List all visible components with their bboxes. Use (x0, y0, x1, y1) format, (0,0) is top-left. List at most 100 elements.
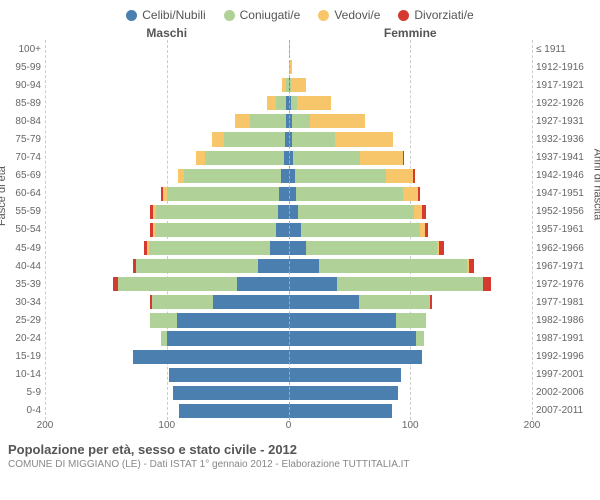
legend-item: Divorziati/e (398, 8, 473, 22)
birth-year-label: 1972-1976 (536, 279, 600, 290)
center-axis (289, 40, 290, 420)
age-group-label: 25-29 (0, 315, 41, 326)
bar-segment (418, 187, 420, 201)
legend-swatch (318, 10, 329, 21)
legend-item: Vedovi/e (318, 8, 380, 22)
birth-year-label: 1992-1996 (536, 351, 600, 362)
male-half (45, 368, 289, 382)
bar-segment (335, 132, 393, 146)
bar-segment (289, 295, 360, 309)
bar-segment (136, 259, 258, 273)
age-group-label: 60-64 (0, 188, 41, 199)
bar-segment (173, 386, 289, 400)
y-axis-age-groups: 100+95-9990-9485-8980-8475-7970-7465-696… (0, 40, 45, 420)
female-half (289, 205, 533, 219)
birth-year-label: 1942-1946 (536, 170, 600, 181)
bar-segment (250, 114, 287, 128)
age-group-label: 55-59 (0, 206, 41, 217)
gender-headers: Maschi Femmine (0, 26, 600, 40)
x-tick-label: 200 (37, 420, 54, 431)
bar-segment (413, 169, 415, 183)
male-half (45, 96, 289, 110)
bar-segment (270, 241, 288, 255)
birth-year-label: 2002-2006 (536, 387, 600, 398)
bar-segment (289, 368, 401, 382)
age-group-label: 75-79 (0, 134, 41, 145)
bar-segment (414, 205, 423, 219)
bar-segment (289, 187, 296, 201)
bar-segment (289, 223, 301, 237)
birth-year-label: 1997-2001 (536, 369, 600, 380)
bar-segment (289, 386, 399, 400)
female-half (289, 368, 533, 382)
legend: Celibi/Nubili Coniugati/e Vedovi/e Divorzia… (0, 0, 600, 26)
y-axis-birth-years: ≤ 19111912-19161917-19211922-19261927-19… (532, 40, 600, 420)
age-group-label: 80-84 (0, 116, 41, 127)
female-half (289, 386, 533, 400)
age-group-label: 10-14 (0, 369, 41, 380)
age-group-label: 5-9 (0, 387, 41, 398)
bar-segment (319, 259, 468, 273)
bar-segment (167, 331, 289, 345)
bar-segment (179, 404, 289, 418)
male-half (45, 205, 289, 219)
age-group-label: 35-39 (0, 279, 41, 290)
legend-label: Vedovi/e (334, 8, 380, 22)
bar-segment (149, 241, 271, 255)
x-tick-label: 100 (158, 420, 175, 431)
birth-year-label: 1957-1961 (536, 224, 600, 235)
bar-segment (289, 277, 338, 291)
bar-segment (298, 205, 414, 219)
female-half (289, 114, 533, 128)
x-axis: 2001000100200 (45, 420, 532, 434)
birth-year-label: 1937-1941 (536, 152, 600, 163)
bar-segment (289, 313, 396, 327)
age-group-label: 15-19 (0, 351, 41, 362)
bar-segment (213, 295, 288, 309)
male-half (45, 223, 289, 237)
birth-year-label: 1912-1916 (536, 62, 600, 73)
male-half (45, 187, 289, 201)
female-half (289, 277, 533, 291)
header-female: Femmine (289, 26, 533, 40)
legend-swatch (398, 10, 409, 21)
bar-segment (279, 187, 289, 201)
male-half (45, 313, 289, 327)
bar-segment (169, 368, 288, 382)
bar-segment (289, 331, 417, 345)
bar-segment (281, 169, 288, 183)
bar-segment (301, 223, 420, 237)
bar-segment (212, 132, 224, 146)
header-male: Maschi (45, 26, 289, 40)
female-half (289, 313, 533, 327)
bar-segment (425, 223, 429, 237)
bar-segment (155, 223, 277, 237)
bar-segment (296, 187, 403, 201)
bar-segment (337, 277, 483, 291)
bar-segment (167, 187, 279, 201)
legend-swatch (224, 10, 235, 21)
female-half (289, 331, 533, 345)
bar-segment (403, 187, 418, 201)
age-group-label: 40-44 (0, 261, 41, 272)
bar-segment (235, 114, 250, 128)
bar-segment (289, 241, 306, 255)
bar-segment (359, 295, 430, 309)
female-half (289, 187, 533, 201)
footer-subtitle: COMUNE DI MIGGIANO (LE) - Dati ISTAT 1° … (8, 459, 592, 470)
legend-item: Celibi/Nubili (126, 8, 205, 22)
birth-year-label: 1987-1991 (536, 333, 600, 344)
bar-segment (386, 169, 413, 183)
bar-segment (310, 114, 365, 128)
bar-segment (289, 404, 392, 418)
female-half (289, 404, 533, 418)
bar-segment (292, 114, 310, 128)
male-half (45, 259, 289, 273)
bar-segment (150, 313, 177, 327)
bar-segment (196, 151, 205, 165)
bar-segment (403, 151, 404, 165)
legend-label: Coniugati/e (240, 8, 301, 22)
male-half (45, 241, 289, 255)
female-half (289, 151, 533, 165)
male-half (45, 404, 289, 418)
